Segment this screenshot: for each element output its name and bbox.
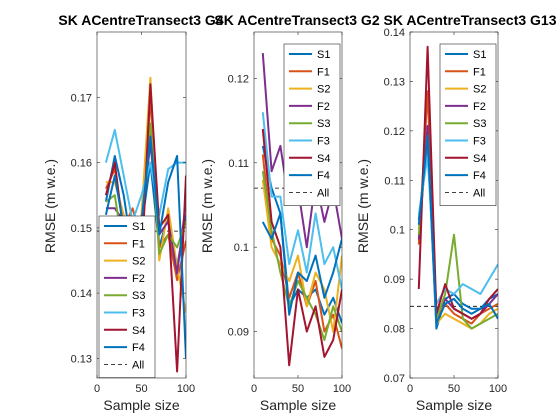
legend-label-f2: F2 xyxy=(317,101,330,113)
data-layer xyxy=(97,76,186,373)
series-line-f4 xyxy=(417,134,498,325)
x-tick-label: 100 xyxy=(177,383,195,395)
y-tick-label: 0.13 xyxy=(71,353,92,365)
y-tick-label: 0.16 xyxy=(71,158,92,170)
legend-label-s3: S3 xyxy=(317,118,330,130)
chart-title: SK ACentreTransect3 G4 xyxy=(58,12,223,28)
x-tick-label: 100 xyxy=(489,383,507,395)
x-tick-label: 50 xyxy=(135,383,147,395)
series-line-s3 xyxy=(261,171,342,341)
y-tick-label: 0.14 xyxy=(71,288,92,300)
y-axis-label: RMSE (m w.e.) xyxy=(199,159,215,253)
y-tick-label: 0.15 xyxy=(71,223,92,235)
subplot-1: 0 50 100 0.13 0.14 0.15 0.16 0.17 Sample size RMS… xyxy=(42,12,224,413)
x-axis-label: Sample size xyxy=(416,397,492,413)
y-tick-label: 0.11 xyxy=(228,158,249,170)
legend-label-all: All xyxy=(132,359,144,371)
x-tick-label: 100 xyxy=(333,383,351,395)
y-tick-label: 0.17 xyxy=(71,92,92,104)
legend-label-s4: S4 xyxy=(473,153,486,165)
legend-label-f4: F4 xyxy=(473,170,486,182)
x-tick-label: 0 xyxy=(407,383,413,395)
y-tick-label: 0.1 xyxy=(234,242,249,254)
legend: S1 F1 S2 F2 S3 F3 S4 F4 All xyxy=(98,215,156,378)
legend-label-s4: S4 xyxy=(132,325,145,337)
legend-label-s3: S3 xyxy=(473,118,486,130)
legend-box xyxy=(283,43,341,206)
data-layer xyxy=(410,45,498,330)
y-tick-label: 0.08 xyxy=(384,324,405,336)
legend-label-s1: S1 xyxy=(132,221,145,233)
legend-label-f4: F4 xyxy=(317,170,330,182)
y-tick-label: 0.1 xyxy=(390,225,405,237)
series-line-f4 xyxy=(104,135,186,359)
legend-label-f3: F3 xyxy=(317,136,330,148)
legend: S1 F1 S2 F2 S3 F3 S4 F4 All xyxy=(283,43,341,206)
legend-label-f4: F4 xyxy=(132,342,145,354)
legend-box xyxy=(439,43,497,206)
x-tick-label: 0 xyxy=(251,383,257,395)
legend-label-f3: F3 xyxy=(132,308,145,320)
legend-label-f1: F1 xyxy=(132,238,145,250)
legend-label-s2: S2 xyxy=(317,84,330,96)
y-axis-label: RMSE (m w.e.) xyxy=(355,159,371,253)
series-line-s4 xyxy=(261,128,342,367)
y-tick-label: 0.07 xyxy=(384,373,405,385)
y-tick-label: 0.14 xyxy=(384,27,405,39)
x-tick-label: 0 xyxy=(94,383,100,395)
x-axis-label: Sample size xyxy=(260,397,336,413)
chart-title: SK ACentreTransect3 G13 xyxy=(384,12,557,28)
y-tick-label: 0.09 xyxy=(228,327,249,339)
legend-label-s2: S2 xyxy=(132,256,145,268)
y-tick-label: 0.12 xyxy=(228,73,249,85)
x-axis-label: Sample size xyxy=(103,397,179,413)
x-tick-label: 50 xyxy=(292,383,304,395)
legend-label-s1: S1 xyxy=(317,49,330,61)
legend-label-s4: S4 xyxy=(317,153,330,165)
y-tick-label: 0.11 xyxy=(384,175,405,187)
legend-label-s2: S2 xyxy=(473,84,486,96)
y-tick-label: 0.09 xyxy=(384,274,405,286)
series-line-f3 xyxy=(261,112,342,290)
legend-label-s3: S3 xyxy=(132,290,145,302)
subplot-3: 0 50 100 0.07 0.08 0.09 0.1 0.11 0.12 0.13 0.14 Sam… xyxy=(355,12,557,413)
legend-label-s1: S1 xyxy=(473,49,486,61)
legend-label-f1: F1 xyxy=(317,66,330,78)
subplot-2: 0 50 100 0.09 0.1 0.11 0.12 Sample size RMSE (m … xyxy=(199,12,380,413)
legend-label-all: All xyxy=(473,187,485,199)
legend-label-all: All xyxy=(317,187,329,199)
legend-label-f1: F1 xyxy=(473,66,486,78)
legend-label-f2: F2 xyxy=(132,273,145,285)
x-tick-label: 50 xyxy=(448,383,460,395)
legend-label-f3: F3 xyxy=(473,136,486,148)
legend-label-f2: F2 xyxy=(473,101,486,113)
chart-title: SK ACentreTransect3 G2 xyxy=(214,12,379,28)
legend-box xyxy=(98,215,156,378)
y-tick-label: 0.13 xyxy=(384,76,405,88)
y-tick-label: 0.12 xyxy=(384,126,405,138)
legend: S1 F1 S2 F2 S3 F3 S4 F4 All xyxy=(439,43,497,206)
series-line-f4 xyxy=(261,212,342,316)
y-axis-label: RMSE (m w.e.) xyxy=(42,159,58,253)
